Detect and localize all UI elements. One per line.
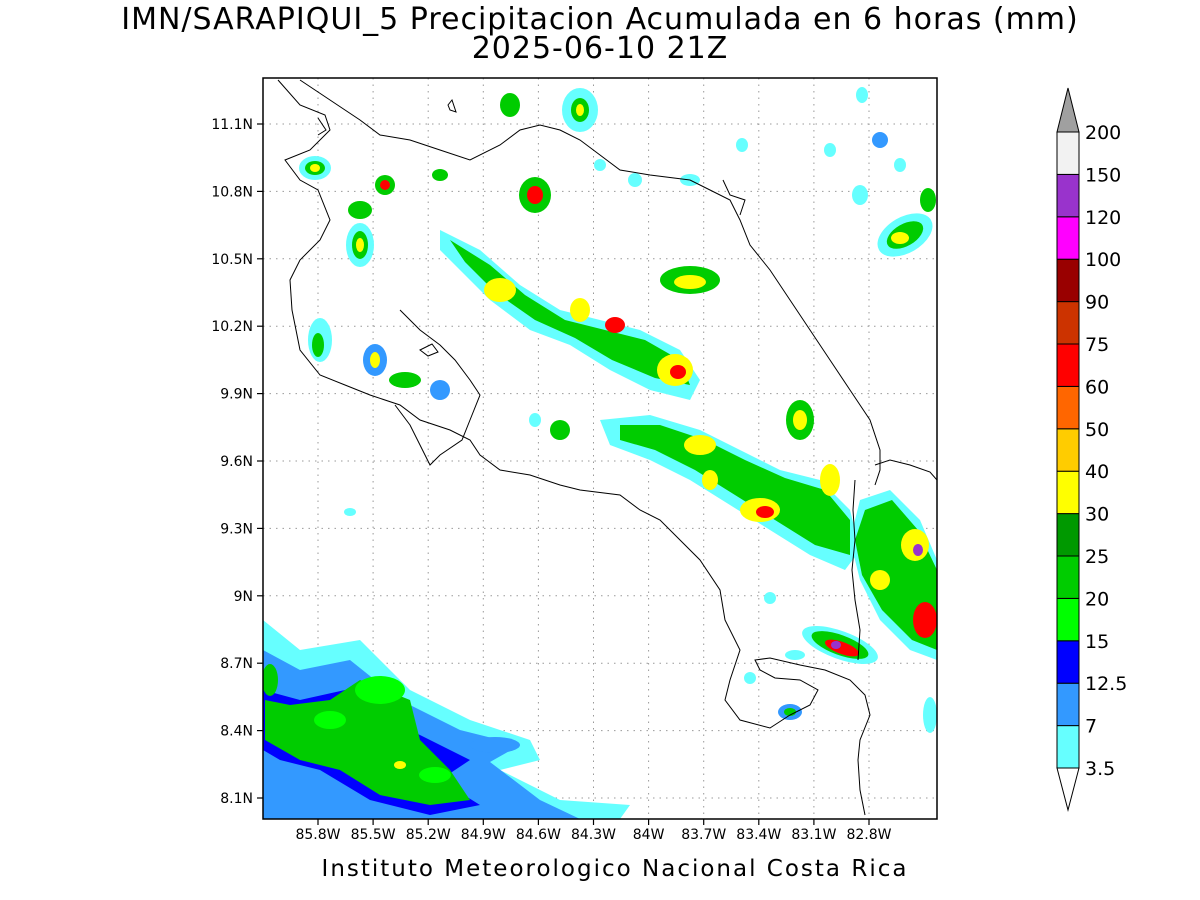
colorbar-legend: 3.5 7 12.5 15 20 25 30 40 50 60 75 90 100 120 150 200 bbox=[1056, 87, 1127, 812]
lon-tick-label: 83.1W bbox=[791, 827, 836, 843]
lon-tick-label: 84.6W bbox=[516, 827, 561, 843]
colorbar-label: 25 bbox=[1085, 546, 1109, 568]
colorbar-swatch bbox=[1056, 428, 1080, 472]
colorbar-label: 120 bbox=[1085, 207, 1121, 229]
lon-tick-label: 85.5W bbox=[351, 827, 396, 843]
lon-tick-label: 84.3W bbox=[571, 827, 616, 843]
latitude-axis: 11.1N 10.8N 10.5N 10.2N 9.9N 9.6N 9.3N 9N 8.7N 8.… bbox=[211, 117, 263, 807]
colorbar-label: 30 bbox=[1085, 504, 1109, 526]
colorbar-label: 90 bbox=[1085, 292, 1109, 314]
lon-tick-label: 85.8W bbox=[295, 827, 340, 843]
lat-tick-label: 8.4N bbox=[220, 724, 253, 740]
colorbar-label: 75 bbox=[1085, 334, 1109, 356]
coastline bbox=[277, 79, 937, 816]
lon-tick-label: 82.8W bbox=[846, 827, 891, 843]
colorbar-swatch bbox=[1056, 343, 1080, 387]
colorbar-swatch bbox=[1056, 682, 1080, 727]
colorbar-top-arrow bbox=[1056, 87, 1080, 133]
lat-tick-label: 8.7N bbox=[220, 656, 253, 672]
lon-tick-label: 83.7W bbox=[681, 827, 726, 843]
lon-tick-label: 85.2W bbox=[406, 827, 451, 843]
colorbar-swatch bbox=[1056, 513, 1080, 557]
lat-tick-label: 8.1N bbox=[220, 791, 253, 807]
lat-tick-label: 9.9N bbox=[220, 387, 253, 403]
colorbar-swatch bbox=[1056, 470, 1080, 515]
colorbar-label: 15 bbox=[1085, 631, 1109, 653]
colorbar-label: 50 bbox=[1085, 419, 1109, 441]
colorbar-swatch bbox=[1056, 216, 1080, 260]
colorbar-label: 200 bbox=[1085, 122, 1121, 144]
colorbar-label: 7 bbox=[1085, 716, 1097, 738]
lat-tick-label: 10.5N bbox=[211, 252, 253, 268]
colorbar-bottom-arrow bbox=[1056, 767, 1080, 812]
lat-tick-label: 9N bbox=[234, 589, 253, 605]
colorbar-swatch bbox=[1056, 301, 1080, 345]
colorbar-label: 100 bbox=[1085, 249, 1121, 271]
colorbar-label: 12.5 bbox=[1085, 673, 1127, 695]
colorbar-label: 60 bbox=[1085, 376, 1109, 398]
colorbar-label: 40 bbox=[1085, 461, 1109, 483]
chart-title: IMN/SARAPIQUI_5 Precipitacion Acumulada … bbox=[121, 2, 1079, 37]
institution-credit: Instituto Meteorologico Nacional Costa R… bbox=[321, 856, 909, 882]
lon-tick-label: 83.4W bbox=[736, 827, 781, 843]
colorbar-label: 3.5 bbox=[1085, 758, 1115, 780]
colorbar-swatch bbox=[1056, 597, 1080, 642]
colorbar-label: 20 bbox=[1085, 588, 1109, 610]
lon-tick-label: 84W bbox=[633, 827, 665, 843]
colorbar-swatch bbox=[1056, 385, 1080, 430]
colorbar-swatch bbox=[1056, 555, 1080, 599]
lat-tick-label: 10.2N bbox=[211, 319, 253, 335]
lat-tick-label: 9.6N bbox=[220, 454, 253, 470]
precipitation-field bbox=[263, 87, 937, 819]
colorbar-swatch bbox=[1056, 725, 1080, 769]
colorbar-swatch bbox=[1056, 131, 1080, 175]
colorbar-swatch bbox=[1056, 173, 1080, 218]
map-plot-area bbox=[263, 78, 937, 819]
lon-tick-label: 84.9W bbox=[461, 827, 506, 843]
longitude-axis: 85.8W 85.5W 85.2W 84.9W 84.6W 84.3W 84W 83.7W 83… bbox=[295, 819, 892, 843]
lat-tick-label: 10.8N bbox=[211, 184, 253, 200]
colorbar-swatch bbox=[1056, 640, 1080, 684]
colorbar-label: 150 bbox=[1085, 164, 1121, 186]
colorbar-swatch bbox=[1056, 258, 1080, 303]
lat-tick-label: 9.3N bbox=[220, 521, 253, 537]
lat-tick-label: 11.1N bbox=[211, 117, 253, 133]
chart-subtitle-datetime: 2025-06-10 21Z bbox=[471, 31, 729, 66]
plot-frame bbox=[262, 77, 938, 820]
